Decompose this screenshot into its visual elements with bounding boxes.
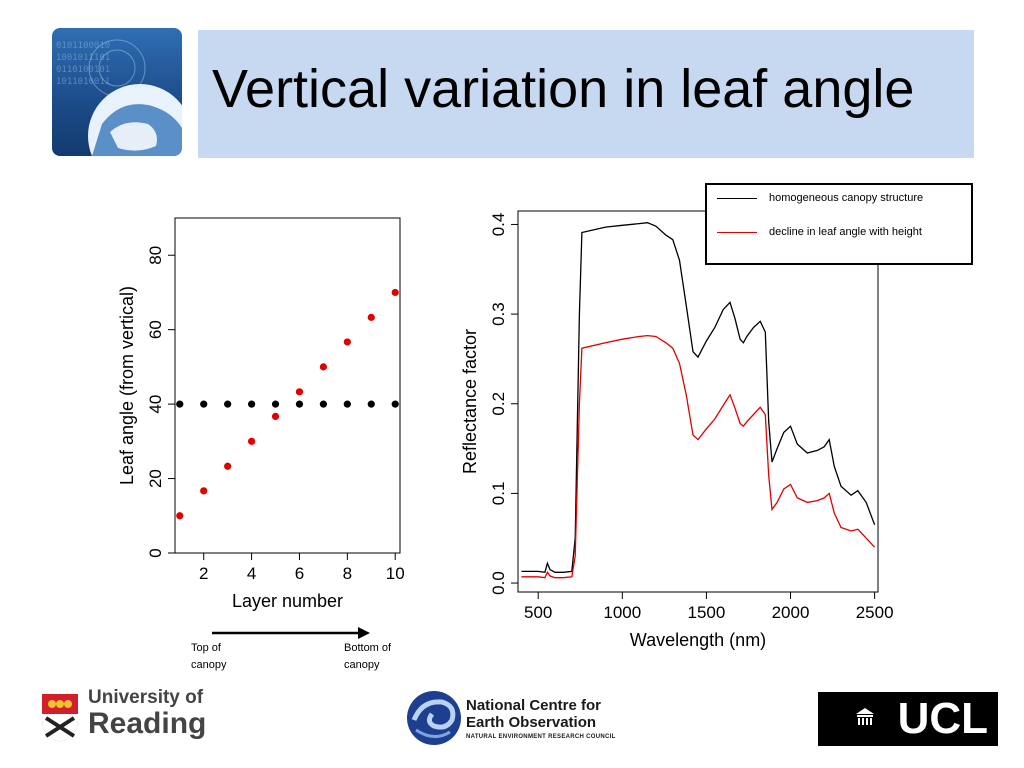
data-point-black <box>295 400 304 408</box>
x-tick-label: 6 <box>295 564 304 583</box>
ncoe-line3: NATURAL ENVIRONMENT RESEARCH COUNCIL <box>466 734 616 740</box>
slide-title: Vertical variation in leaf angle <box>212 59 915 119</box>
x-axis-label: Wavelength (nm) <box>630 630 766 650</box>
series-line-decline <box>521 334 876 579</box>
legend-entry-homogeneous: homogeneous canopy structure <box>717 191 923 205</box>
x-tick-label: 1500 <box>687 603 725 622</box>
ucl-logo: UCL <box>818 692 998 746</box>
data-point-black <box>319 400 328 408</box>
y-tick-label: 0.0 <box>489 571 508 595</box>
y-tick-label: 80 <box>146 246 165 265</box>
y-tick-label: 0.1 <box>489 482 508 506</box>
legend-label: homogeneous canopy structure <box>769 192 924 204</box>
plot-frame <box>174 217 401 554</box>
svg-text:1001011101: 1001011101 <box>56 53 110 63</box>
legend-line-black <box>717 197 757 199</box>
y-tick-label: 0.4 <box>489 213 508 237</box>
x-tick-label: 10 <box>386 564 405 583</box>
caption-top-of-canopy: Top of canopy <box>191 642 227 671</box>
y-tick-label: 40 <box>146 395 165 414</box>
data-point-red <box>224 462 232 470</box>
university-of-reading-wordmark: University of Reading <box>88 688 206 740</box>
y-tick-label: 60 <box>146 320 165 339</box>
reading-line1: University of <box>88 687 204 708</box>
ncoe-line1: National Centre for <box>466 697 602 714</box>
ncoe-line2: Earth Observation <box>466 714 597 731</box>
svg-text:0110100101: 0110100101 <box>56 65 110 75</box>
data-point-black <box>391 400 399 408</box>
data-point-red <box>295 388 304 396</box>
data-point-black <box>271 400 280 408</box>
data-point-red <box>200 487 208 495</box>
series-line-homogeneous <box>521 222 876 574</box>
chart-legend: homogeneous canopy structure decline in … <box>705 183 973 265</box>
x-tick-label: 4 <box>247 564 256 583</box>
data-point-red <box>247 437 256 445</box>
data-point-black <box>200 400 208 408</box>
svg-text:1011010011: 1011010011 <box>56 77 110 87</box>
leaf-angle-chart: 2 4 6 8 10 0 20 40 60 80 Layer number Leaf angle (f… <box>117 217 405 611</box>
ncoe-wordmark: National Centre for Earth Observation NA… <box>466 697 616 743</box>
data-point-red <box>319 363 328 371</box>
plot-frame <box>517 210 879 593</box>
data-point-black <box>343 400 351 408</box>
x-tick-label: 1000 <box>603 603 641 622</box>
data-point-black <box>176 400 184 408</box>
legend-entry-decline: decline in leaf angle with height <box>717 225 922 239</box>
ucl-wordmark: UCL <box>897 694 988 743</box>
legend-line-red <box>717 231 757 233</box>
data-point-black <box>224 400 232 408</box>
arrow-right-icon <box>212 627 370 639</box>
x-tick-label: 2000 <box>772 603 810 622</box>
data-point-red <box>367 313 375 321</box>
x-tick-label: 2500 <box>856 603 894 622</box>
y-tick-label: 0.3 <box>489 302 508 326</box>
globe-gear-icon: 0101100010 1001011101 0110100101 1011010… <box>56 39 182 156</box>
data-point-red <box>343 338 351 346</box>
university-of-reading-crest-icon <box>42 694 78 742</box>
x-tick-label: 500 <box>524 603 552 622</box>
x-tick-label: 2 <box>199 564 208 583</box>
y-axis-label: Reflectance factor <box>460 329 480 474</box>
reflectance-chart: 500 1000 1500 2000 2500 0.0 0.1 0.2 0.3 0.4 Wavele… <box>460 210 894 650</box>
caption-bottom-of-canopy: Bottom of canopy <box>344 642 392 671</box>
y-tick-label: 0 <box>146 548 165 557</box>
data-point-black <box>367 400 375 408</box>
svg-text:0101100010: 0101100010 <box>56 41 110 51</box>
data-point-red <box>176 512 184 520</box>
data-point-black <box>247 400 256 408</box>
y-tick-label: 0.2 <box>489 392 508 416</box>
globe-gear-logo: 0101100010 1001011101 0110100101 1011010… <box>52 28 182 156</box>
data-point-red <box>391 288 399 297</box>
reading-line2: Reading <box>88 707 207 740</box>
ncoe-swirl-icon <box>407 691 461 745</box>
y-axis-label: Leaf angle (from vertical) <box>117 286 137 485</box>
x-axis-label: Layer number <box>232 591 343 611</box>
portico-icon <box>856 708 874 725</box>
x-tick-label: 8 <box>343 564 352 583</box>
data-point-red <box>271 412 280 420</box>
y-tick-label: 20 <box>146 469 165 488</box>
legend-label: decline in leaf angle with height <box>769 226 922 238</box>
title-bar: Vertical variation in leaf angle <box>198 30 974 158</box>
